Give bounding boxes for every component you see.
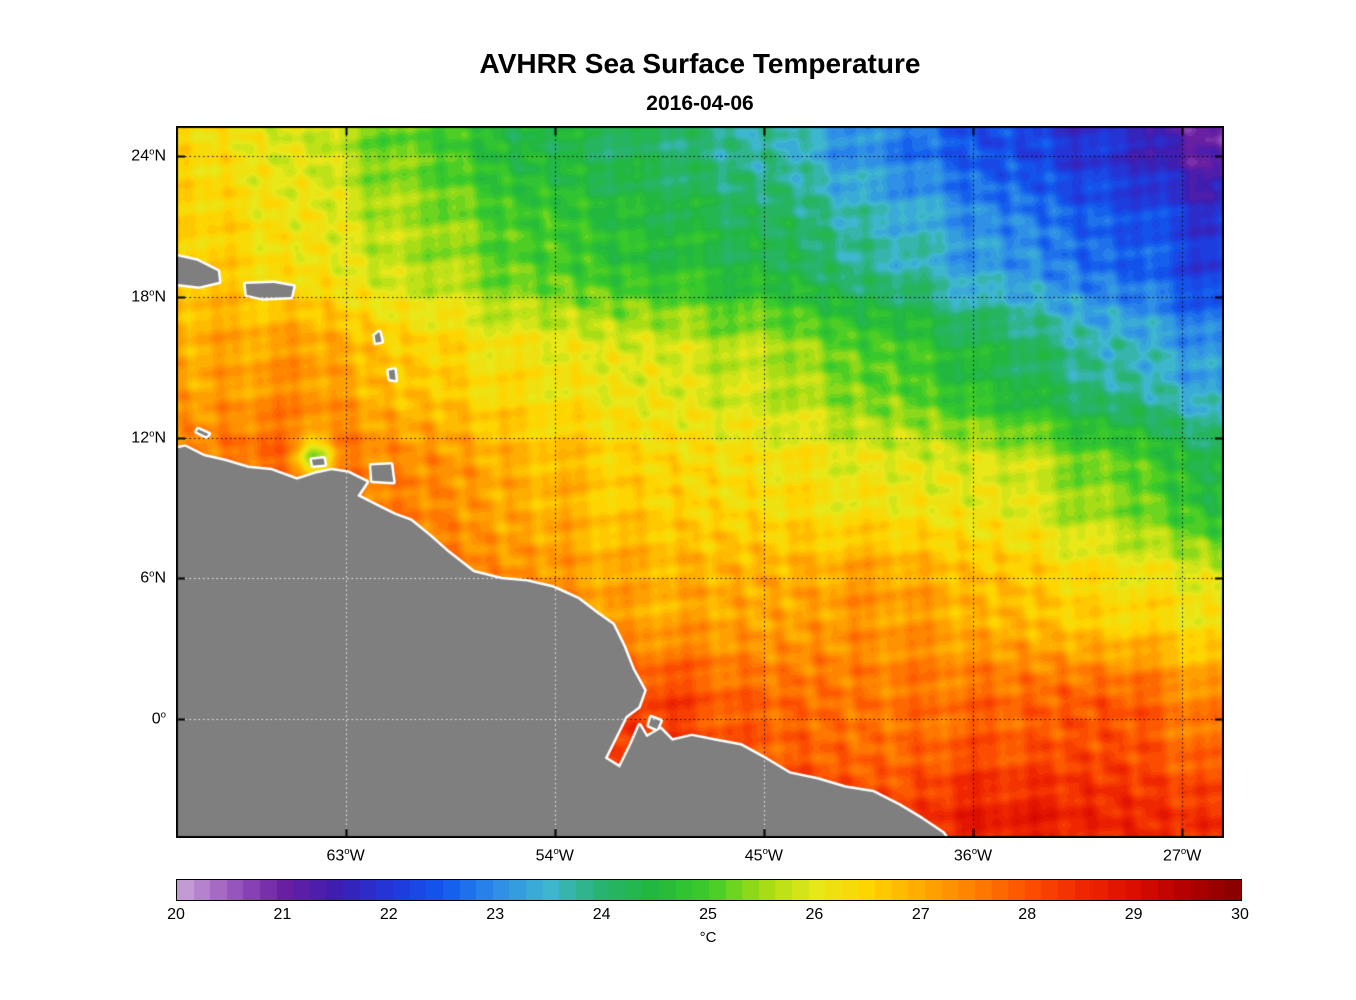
colorbar-canvas — [176, 879, 1242, 901]
y-tick-label-18N: 18oN — [131, 287, 166, 306]
sst-map-canvas — [176, 126, 1224, 838]
colorbar-tick-20: 20 — [167, 906, 185, 923]
colorbar-tick-22: 22 — [379, 906, 398, 923]
y-tick-label-12N: 12oN — [131, 427, 166, 447]
x-tick-label-36W: 36oW — [953, 846, 993, 865]
x-tick-label-27W: 27oW — [1163, 846, 1202, 865]
colorbar-tick-29: 29 — [1124, 906, 1143, 923]
colorbar-tick-23: 23 — [486, 906, 505, 923]
figure-title: AVHRR Sea Surface Temperature — [479, 48, 921, 79]
figure-date: 2016-04-06 — [646, 92, 754, 115]
x-tick-label-54W: 54oW — [535, 846, 574, 865]
colorbar-tick-24: 24 — [592, 906, 611, 923]
colorbar-tick-28: 28 — [1018, 906, 1037, 923]
y-tick-label-0deg: 0o — [151, 708, 166, 728]
x-tick-label-63W: 63oW — [326, 846, 365, 865]
colorbar-tick-25: 25 — [699, 906, 717, 923]
x-tick-label-45W: 45oW — [744, 846, 784, 865]
colorbar-tick-30: 30 — [1231, 906, 1249, 923]
colorbar-unit-label: °C — [699, 929, 717, 946]
y-tick-label-24N: 24oN — [131, 146, 166, 166]
colorbar-tick-27: 27 — [911, 906, 930, 923]
y-tick-label-6N: 6oN — [140, 568, 166, 587]
colorbar-tick-26: 26 — [805, 906, 824, 923]
colorbar-tick-21: 21 — [273, 906, 292, 923]
